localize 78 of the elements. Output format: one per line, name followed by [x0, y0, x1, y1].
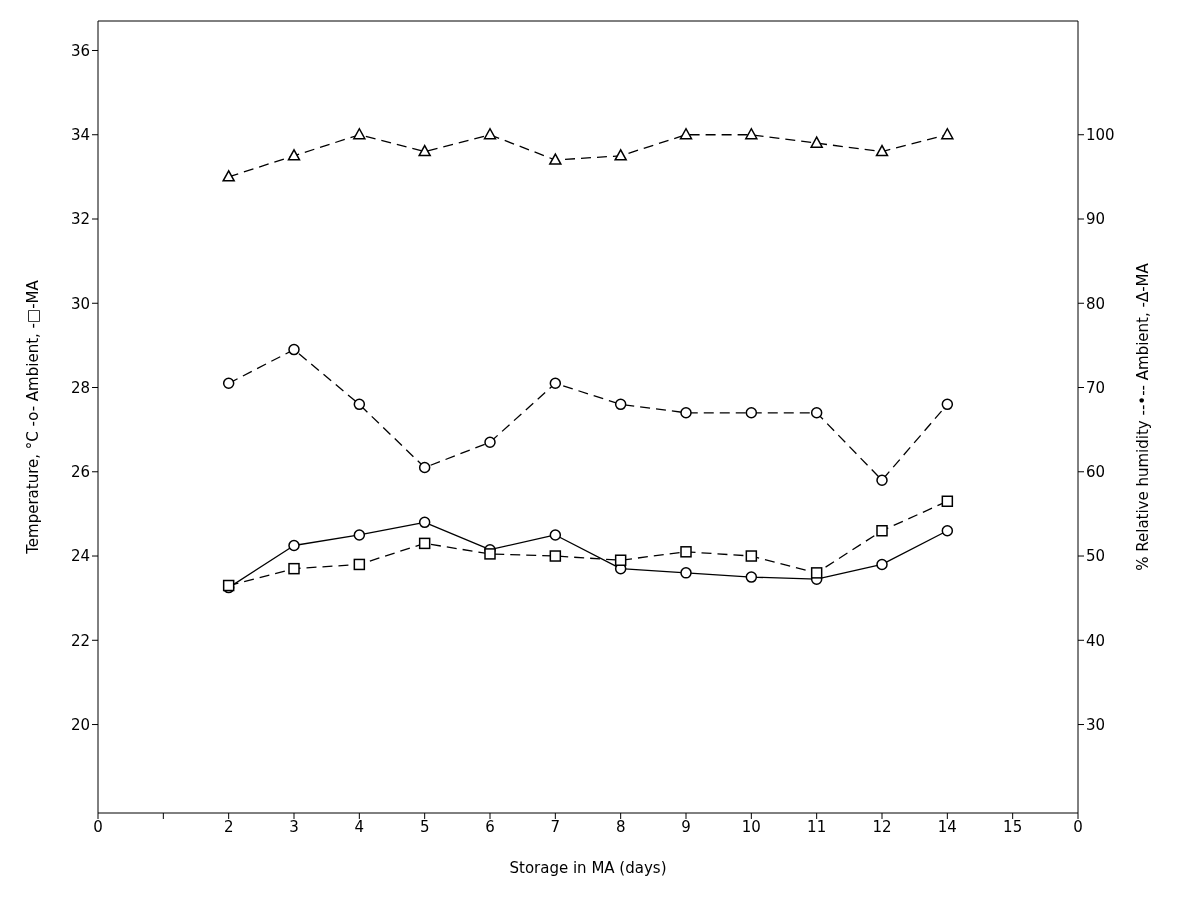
x-tick-label: 15 — [1003, 817, 1023, 836]
y2-tick-label: 40 — [1086, 631, 1106, 650]
point — [484, 436, 496, 449]
x-tick-label: 4 — [354, 817, 365, 836]
x-tick-label: 3 — [289, 817, 299, 836]
point — [418, 537, 431, 550]
point — [876, 474, 888, 486]
x-tick-label: 2 — [223, 817, 234, 836]
y2-axis-title: % Relative humidity --•-- Ambient, -Δ-MA — [1134, 262, 1153, 571]
point — [680, 567, 692, 579]
x-tick-label: 6 — [485, 817, 495, 836]
x-tick-label: 10 — [741, 817, 761, 836]
point — [288, 343, 300, 356]
point — [745, 571, 758, 583]
y-tick-label: 28 — [70, 378, 90, 397]
y2-tick-label: 100 — [1086, 126, 1115, 145]
y-tick-label: 22 — [70, 631, 90, 650]
x-tick-label: 9 — [681, 817, 691, 836]
point — [941, 127, 954, 140]
point — [614, 149, 627, 161]
x-tick-label: 14 — [937, 817, 957, 836]
point — [745, 127, 758, 140]
point — [288, 539, 300, 552]
y-tick-label: 30 — [70, 294, 90, 313]
point — [745, 550, 758, 562]
x-tick-label: 8 — [615, 817, 626, 836]
y2-tick-label: 50 — [1086, 547, 1106, 566]
point — [549, 550, 562, 562]
point — [484, 548, 496, 560]
point — [483, 127, 497, 140]
point — [679, 127, 693, 140]
point — [810, 567, 823, 579]
point — [353, 127, 366, 140]
point — [680, 546, 692, 558]
y2-tick-label: 30 — [1086, 715, 1106, 734]
x-tick-label: 0 — [93, 817, 103, 836]
point — [549, 377, 562, 390]
point — [549, 529, 562, 541]
point — [876, 525, 888, 537]
point — [222, 377, 235, 390]
point — [353, 398, 366, 411]
y-tick-label: 26 — [70, 463, 90, 482]
x-tick-label: 5 — [419, 817, 430, 836]
point — [418, 144, 431, 157]
y2-tick-label: 70 — [1086, 378, 1106, 397]
point — [941, 495, 954, 508]
point — [287, 149, 301, 161]
x-axis-title: Storage in MA (days) — [509, 859, 667, 877]
y-tick-label: 20 — [70, 715, 90, 734]
x-tick-label: 7 — [550, 817, 561, 836]
y-axis-title: Temperature, °C -o- Ambient, -□-MA — [24, 279, 43, 555]
point — [222, 170, 235, 182]
x-tick-label: 0 — [1073, 817, 1083, 836]
point — [810, 136, 823, 148]
point — [614, 398, 627, 411]
point — [549, 153, 562, 165]
y-tick-label: 24 — [70, 547, 90, 566]
point — [680, 407, 692, 419]
point — [941, 398, 954, 411]
point — [353, 529, 366, 541]
point — [745, 407, 758, 419]
y2-tick-label: 80 — [1086, 294, 1106, 313]
y-tick-label: 32 — [70, 210, 90, 229]
x-tick-label: 12 — [872, 817, 892, 836]
point — [941, 525, 954, 537]
point — [418, 516, 431, 529]
x-tick-label: 11 — [807, 817, 827, 836]
point — [288, 562, 300, 575]
y-tick-label: 34 — [70, 126, 90, 145]
point — [418, 461, 431, 474]
point — [876, 558, 888, 571]
y2-tick-label: 60 — [1086, 463, 1106, 482]
point — [875, 144, 889, 157]
point — [614, 554, 627, 566]
y2-tick-label: 90 — [1086, 210, 1106, 229]
y-tick-label: 36 — [70, 41, 90, 60]
point — [810, 407, 823, 419]
point — [353, 558, 366, 571]
